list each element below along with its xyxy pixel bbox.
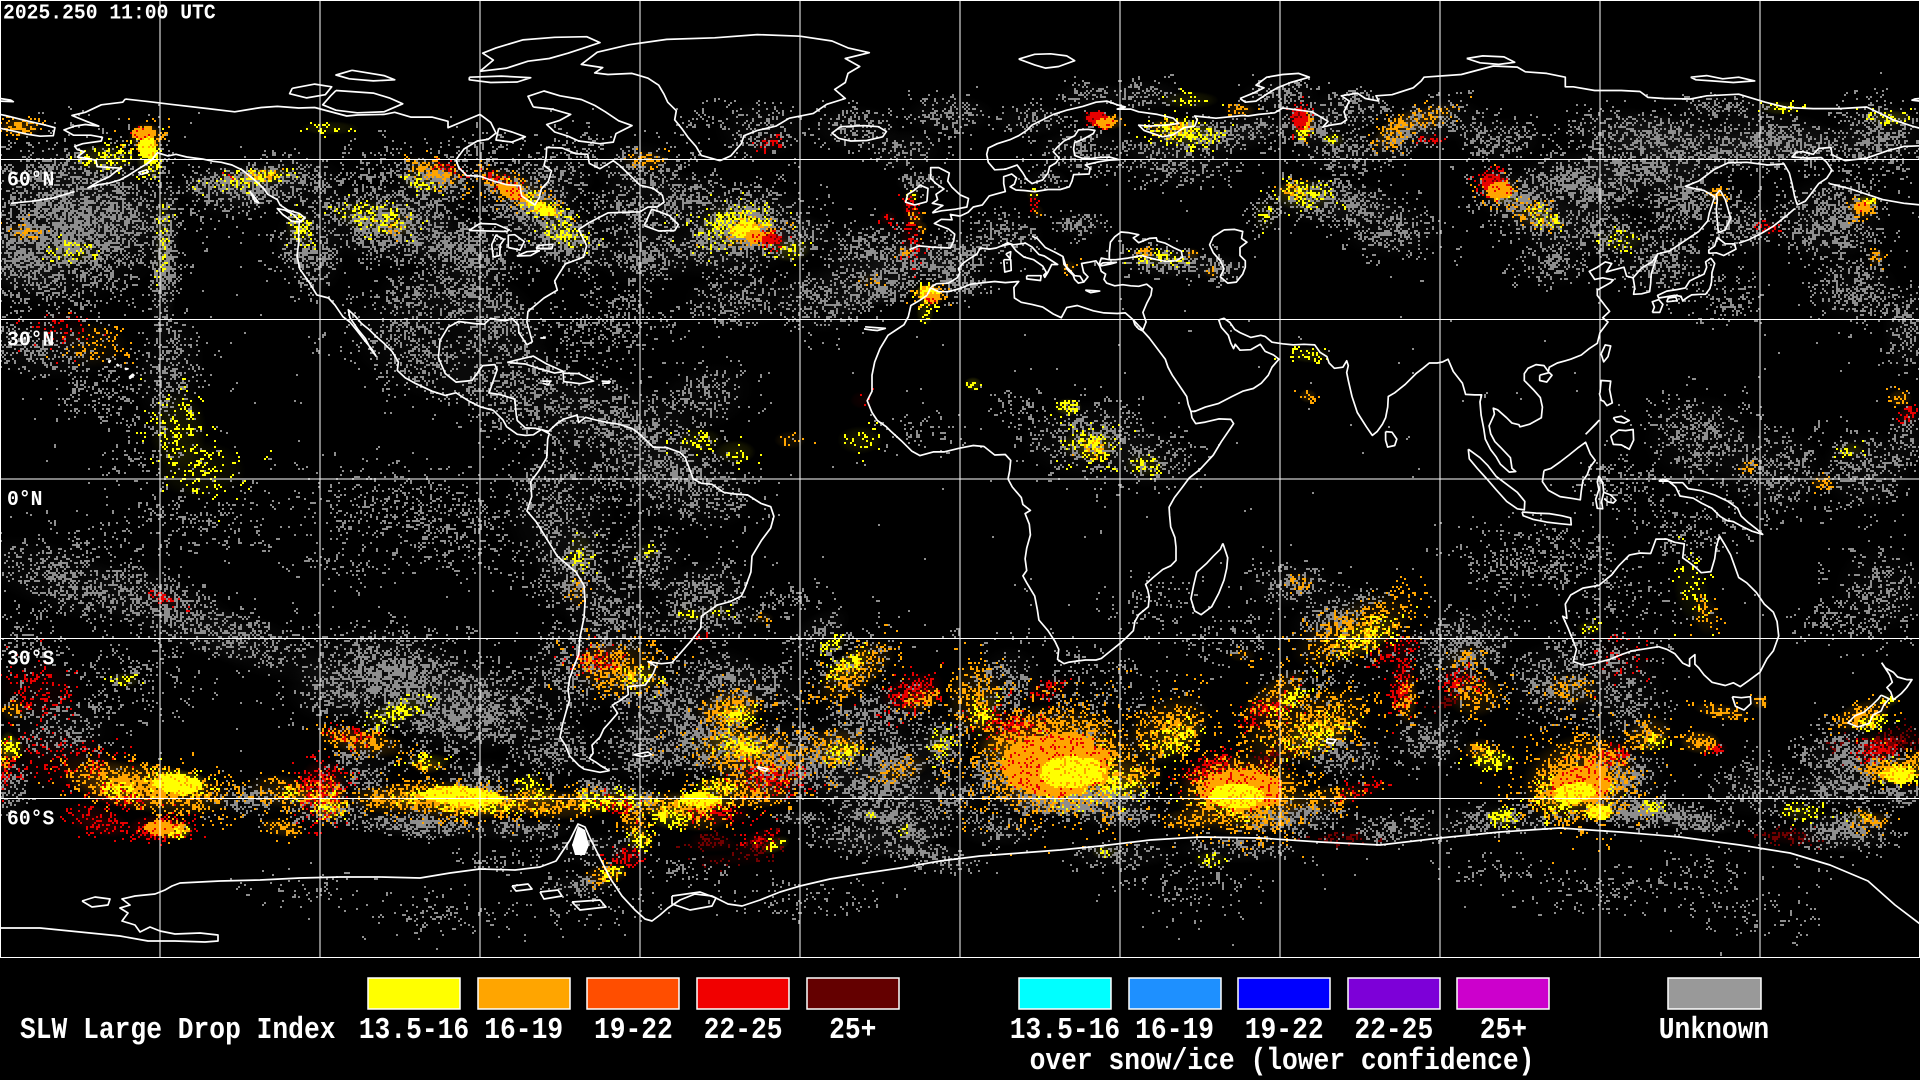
svg-text:60°N: 60°N: [7, 169, 54, 193]
svg-text:25+: 25+: [829, 1013, 876, 1048]
svg-text:2025.250 11:00 UTC: 2025.250 11:00 UTC: [3, 2, 216, 26]
svg-text:SLW Large Drop Index: SLW Large Drop Index: [20, 1013, 336, 1048]
svg-text:16-19: 16-19: [484, 1013, 563, 1048]
svg-text:over snow/ice (lower confidenc: over snow/ice (lower confidence): [1030, 1044, 1535, 1079]
svg-text:60°S: 60°S: [7, 808, 54, 832]
svg-text:0°N: 0°N: [7, 488, 42, 512]
svg-text:13.5-16: 13.5-16: [359, 1013, 469, 1048]
svg-text:22-25: 22-25: [1354, 1013, 1433, 1048]
svg-text:Unknown: Unknown: [1659, 1013, 1769, 1048]
svg-text:30°N: 30°N: [7, 329, 54, 353]
svg-text:25+: 25+: [1480, 1013, 1527, 1048]
svg-text:19-22: 19-22: [1245, 1013, 1324, 1048]
svg-text:13.5-16: 13.5-16: [1010, 1013, 1120, 1048]
svg-text:19-22: 19-22: [594, 1013, 673, 1048]
svg-text:22-25: 22-25: [704, 1013, 783, 1048]
svg-text:16-19: 16-19: [1135, 1013, 1214, 1048]
svg-text:30°S: 30°S: [7, 648, 54, 672]
